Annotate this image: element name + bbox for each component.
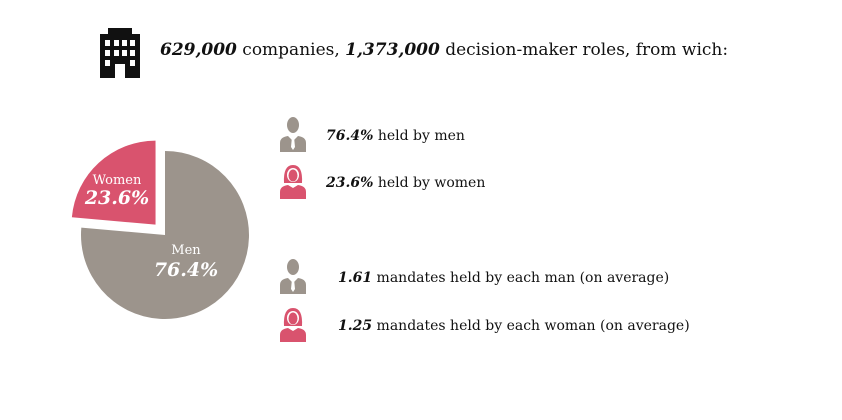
stat-value: 23.6% bbox=[326, 175, 374, 191]
slice-value-men: 76.4% bbox=[154, 259, 218, 281]
headline: 629,000 companies, 1,373,000 decision-ma… bbox=[160, 40, 729, 60]
companies-count: 629,000 bbox=[160, 40, 237, 60]
pie-chart: Men 76.4% Women 23.6% bbox=[71, 140, 249, 319]
building-icon bbox=[100, 28, 140, 78]
stat-value: 1.61 bbox=[338, 270, 373, 286]
woman-icon bbox=[280, 163, 306, 203]
slice-label-men: Men bbox=[171, 243, 201, 258]
slice-label-women: Women bbox=[93, 173, 142, 188]
pie-slice-women bbox=[71, 140, 156, 225]
stat-value: 76.4% bbox=[326, 128, 374, 144]
slice-value-women: 23.6% bbox=[84, 187, 149, 209]
woman-icon bbox=[280, 306, 306, 346]
stat-value: 1.25 bbox=[338, 318, 373, 334]
stat-text: 23.6% held by women bbox=[326, 175, 486, 191]
stat-text: 1.61 mandates held by each man (on avera… bbox=[338, 270, 670, 286]
man-icon bbox=[280, 258, 306, 298]
stat-text: 76.4% held by men bbox=[326, 128, 465, 144]
roles-count: 1,373,000 bbox=[345, 40, 440, 60]
man-icon bbox=[280, 116, 306, 156]
pie-slice-men bbox=[80, 151, 249, 319]
stat-text: 1.25 mandates held by each woman (on ave… bbox=[338, 318, 690, 334]
